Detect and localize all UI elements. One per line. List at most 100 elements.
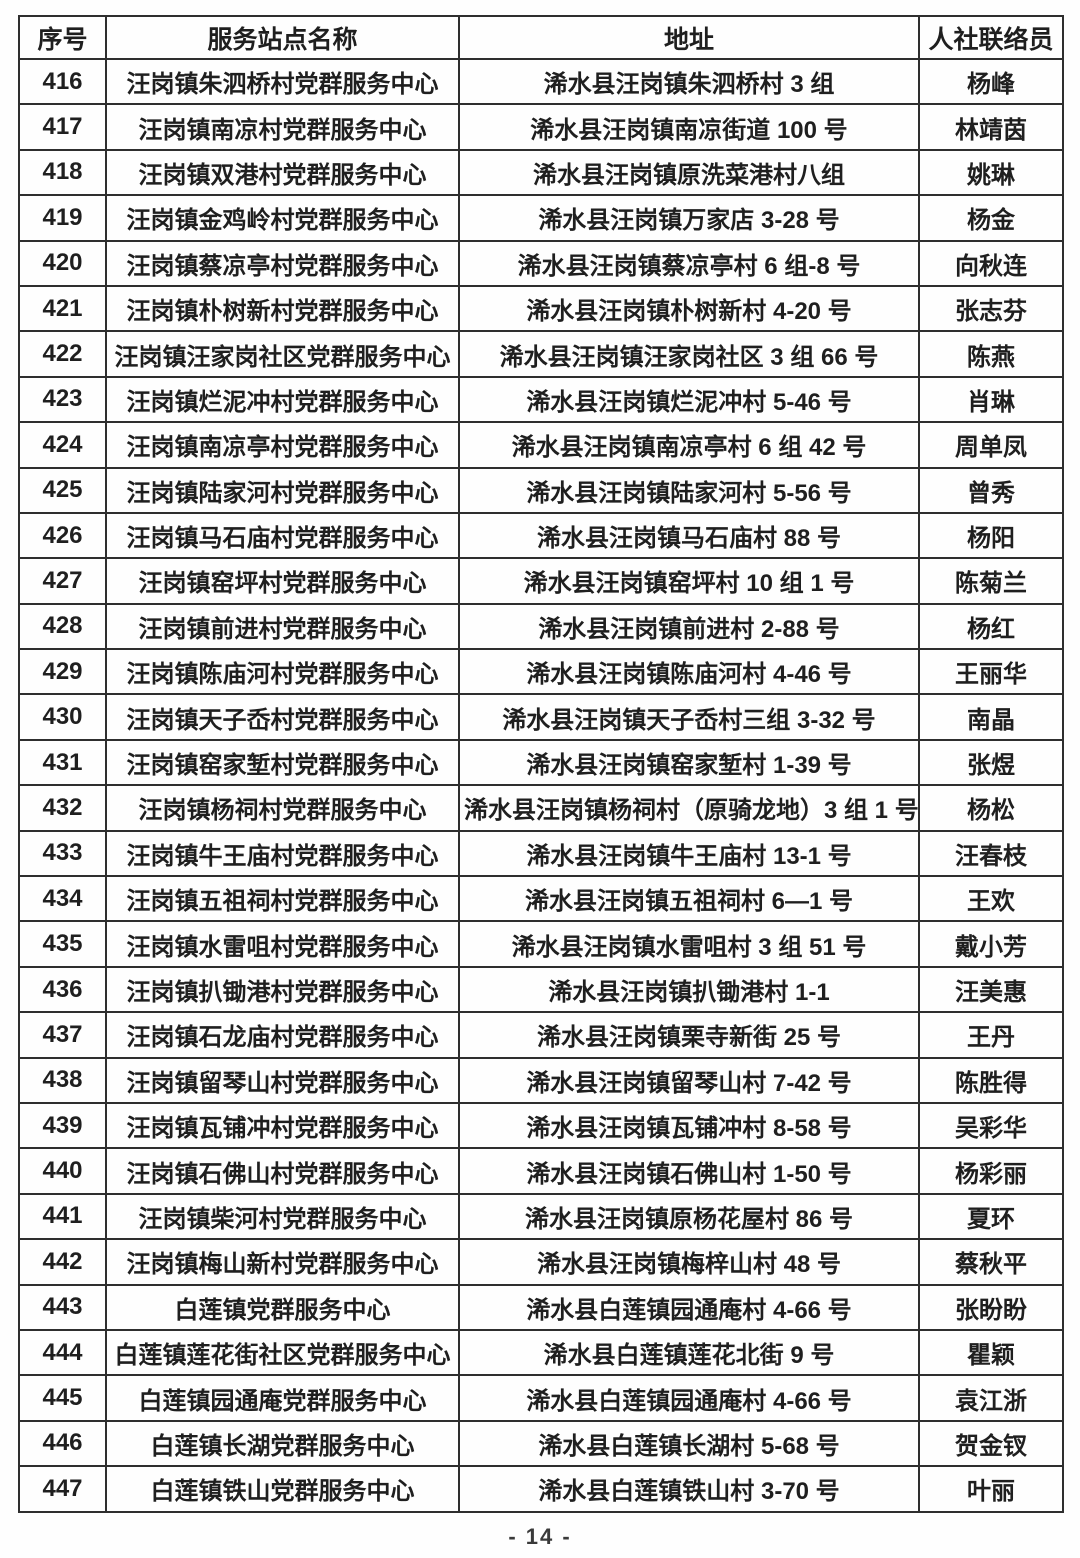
table-row: 417 汪岗镇南凉村党群服务中心 浠水县汪岗镇南凉街道 100 号林靖茵: [18, 103, 1064, 151]
station-name-cell: 汪岗镇陆家河村党群服务中心: [105, 466, 460, 514]
station-name-cell: 白莲镇党群服务中心: [105, 1283, 460, 1331]
contact-cell: 姚琳: [918, 148, 1064, 197]
contact-cell: 王丽华: [918, 648, 1064, 696]
row-number-cell: 427: [18, 557, 107, 605]
row-number-cell: 436: [18, 965, 107, 1014]
table-header: 序号 服务站点名称 地址 人社联络员: [18, 15, 1064, 60]
row-number-cell: 441: [18, 1192, 107, 1241]
row-number-cell: 434: [18, 875, 107, 923]
table-row: 446 白莲镇长湖党群服务中心 浠水县白莲镇长湖村 5-68 号贺金钗: [18, 1419, 1064, 1468]
column-header-contact: 人社联络员: [918, 15, 1064, 60]
station-name-cell: 白莲镇园通庵党群服务中心: [105, 1374, 460, 1422]
row-number-cell: 416: [18, 57, 107, 106]
contact-cell: 叶丽: [918, 1465, 1064, 1513]
address-cell: 浠水县汪岗镇杨祠村（原骑龙地）3 组 1 号: [458, 784, 920, 832]
address-cell: 浠水县汪岗镇南凉亭村 6 组 42 号: [458, 421, 920, 469]
table-row: 423 汪岗镇烂泥冲村党群服务中心 浠水县汪岗镇烂泥冲村 5-46 号肖琳: [18, 375, 1064, 424]
row-number-cell: 428: [18, 602, 107, 651]
station-name-cell: 汪岗镇陈庙河村党群服务中心: [105, 648, 460, 696]
row-number-cell: 440: [18, 1147, 107, 1195]
table-row: 437 汪岗镇石龙庙村党群服务中心 浠水县汪岗镇栗寺新街 25 号王丹: [18, 1011, 1064, 1059]
row-number-cell: 443: [18, 1283, 107, 1331]
row-number-cell: 442: [18, 1238, 107, 1286]
table-row: 447 白莲镇铁山党群服务中心 浠水县白莲镇铁山村 3-70 号叶丽: [18, 1465, 1064, 1513]
table-row: 440 汪岗镇石佛山村党群服务中心 浠水县汪岗镇石佛山村 1-50 号杨彩丽: [18, 1147, 1064, 1195]
row-number-cell: 431: [18, 738, 107, 787]
address-cell: 浠水县汪岗镇窑家堑村 1-39 号: [458, 738, 920, 787]
row-number-cell: 422: [18, 330, 107, 378]
row-number-cell: 425: [18, 466, 107, 514]
row-number-cell: 426: [18, 511, 107, 560]
contact-cell: 汪美惠: [918, 965, 1064, 1014]
contact-cell: 戴小芳: [918, 920, 1064, 968]
address-cell: 浠水县汪岗镇牛王庙村 13-1 号: [458, 829, 920, 878]
contact-cell: 吴彩华: [918, 1101, 1064, 1150]
address-cell: 浠水县汪岗镇五祖祠村 6—1 号: [458, 875, 920, 923]
table-body: 416 汪岗镇朱泗桥村党群服务中心 浠水县汪岗镇朱泗桥村 3 组杨峰 417 汪岗镇南凉…: [18, 57, 1064, 1513]
column-header-station-name: 服务站点名称: [105, 15, 460, 60]
station-name-cell: 汪岗镇烂泥冲村党群服务中心: [105, 375, 460, 424]
service-station-table: 序号 服务站点名称 地址 人社联络员 416 汪岗镇朱泗桥村党群服务中心 浠水县汪岗…: [18, 15, 1064, 1513]
address-cell: 浠水县汪岗镇陆家河村 5-56 号: [458, 466, 920, 514]
address-cell: 浠水县汪岗镇扒锄港村 1-1: [458, 965, 920, 1014]
table-row: 431 汪岗镇窑家堑村党群服务中心 浠水县汪岗镇窑家堑村 1-39 号张煜: [18, 738, 1064, 787]
contact-cell: 肖琳: [918, 375, 1064, 424]
station-name-cell: 汪岗镇汪家岗社区党群服务中心: [105, 330, 460, 378]
contact-cell: 向秋连: [918, 239, 1064, 287]
column-header-number: 序号: [18, 15, 107, 60]
contact-cell: 袁江浙: [918, 1374, 1064, 1422]
contact-cell: 王欢: [918, 875, 1064, 923]
station-name-cell: 汪岗镇留琴山村党群服务中心: [105, 1056, 460, 1104]
station-name-cell: 汪岗镇瓦铺冲村党群服务中心: [105, 1101, 460, 1150]
row-number-cell: 438: [18, 1056, 107, 1104]
station-name-cell: 白莲镇莲花街社区党群服务中心: [105, 1328, 460, 1377]
station-name-cell: 白莲镇长湖党群服务中心: [105, 1419, 460, 1468]
address-cell: 浠水县汪岗镇原杨花屋村 86 号: [458, 1192, 920, 1241]
contact-cell: 瞿颖: [918, 1328, 1064, 1377]
address-cell: 浠水县汪岗镇陈庙河村 4-46 号: [458, 648, 920, 696]
table-row: 443 白莲镇党群服务中心 浠水县白莲镇园通庵村 4-66 号张盼盼: [18, 1283, 1064, 1331]
table-row: 439 汪岗镇瓦铺冲村党群服务中心 浠水县汪岗镇瓦铺冲村 8-58 号吴彩华: [18, 1101, 1064, 1150]
row-number-cell: 437: [18, 1011, 107, 1059]
table-row: 421 汪岗镇朴树新村党群服务中心 浠水县汪岗镇朴树新村 4-20 号张志芬: [18, 284, 1064, 333]
contact-cell: 南晶: [918, 693, 1064, 741]
table-row: 435 汪岗镇水雷咀村党群服务中心 浠水县汪岗镇水雷咀村 3 组 51 号戴小芳: [18, 920, 1064, 968]
address-cell: 浠水县汪岗镇万家店 3-28 号: [458, 194, 920, 242]
station-name-cell: 汪岗镇蔡凉亭村党群服务中心: [105, 239, 460, 287]
table-row: 444 白莲镇莲花街社区党群服务中心 浠水县白莲镇莲花北街 9 号瞿颖: [18, 1328, 1064, 1377]
row-number-cell: 430: [18, 693, 107, 741]
station-name-cell: 汪岗镇朱泗桥村党群服务中心: [105, 57, 460, 106]
address-cell: 浠水县汪岗镇瓦铺冲村 8-58 号: [458, 1101, 920, 1150]
address-cell: 浠水县汪岗镇汪家岗社区 3 组 66 号: [458, 330, 920, 378]
contact-cell: 张盼盼: [918, 1283, 1064, 1331]
station-name-cell: 汪岗镇扒锄港村党群服务中心: [105, 965, 460, 1014]
row-number-cell: 417: [18, 103, 107, 151]
contact-cell: 夏环: [918, 1192, 1064, 1241]
station-name-cell: 汪岗镇石佛山村党群服务中心: [105, 1147, 460, 1195]
address-cell: 浠水县汪岗镇前进村 2-88 号: [458, 602, 920, 651]
contact-cell: 杨彩丽: [918, 1147, 1064, 1195]
table-row: 416 汪岗镇朱泗桥村党群服务中心 浠水县汪岗镇朱泗桥村 3 组杨峰: [18, 57, 1064, 106]
station-name-cell: 汪岗镇前进村党群服务中心: [105, 602, 460, 651]
station-name-cell: 汪岗镇杨祠村党群服务中心: [105, 784, 460, 832]
address-cell: 浠水县汪岗镇南凉街道 100 号: [458, 103, 920, 151]
contact-cell: 王丹: [918, 1011, 1064, 1059]
station-name-cell: 汪岗镇双港村党群服务中心: [105, 148, 460, 197]
contact-cell: 汪春枝: [918, 829, 1064, 878]
table-row: 436 汪岗镇扒锄港村党群服务中心 浠水县汪岗镇扒锄港村 1-1 汪美惠: [18, 965, 1064, 1014]
address-cell: 浠水县白莲镇莲花北街 9 号: [458, 1328, 920, 1377]
row-number-cell: 439: [18, 1101, 107, 1150]
row-number-cell: 432: [18, 784, 107, 832]
contact-cell: 林靖茵: [918, 103, 1064, 151]
row-number-cell: 444: [18, 1328, 107, 1377]
table-row: 425 汪岗镇陆家河村党群服务中心 浠水县汪岗镇陆家河村 5-56 号曾秀: [18, 466, 1064, 514]
station-name-cell: 汪岗镇金鸡岭村党群服务中心: [105, 194, 460, 242]
row-number-cell: 420: [18, 239, 107, 287]
station-name-cell: 汪岗镇南凉村党群服务中心: [105, 103, 460, 151]
station-name-cell: 汪岗镇马石庙村党群服务中心: [105, 511, 460, 560]
table-row: 418 汪岗镇双港村党群服务中心 浠水县汪岗镇原洗菜港村八组 姚琳: [18, 148, 1064, 197]
station-name-cell: 汪岗镇五祖祠村党群服务中心: [105, 875, 460, 923]
column-header-address: 地址: [458, 15, 920, 60]
address-cell: 浠水县汪岗镇马石庙村 88 号: [458, 511, 920, 560]
table-row: 433 汪岗镇牛王庙村党群服务中心 浠水县汪岗镇牛王庙村 13-1 号汪春枝: [18, 829, 1064, 878]
